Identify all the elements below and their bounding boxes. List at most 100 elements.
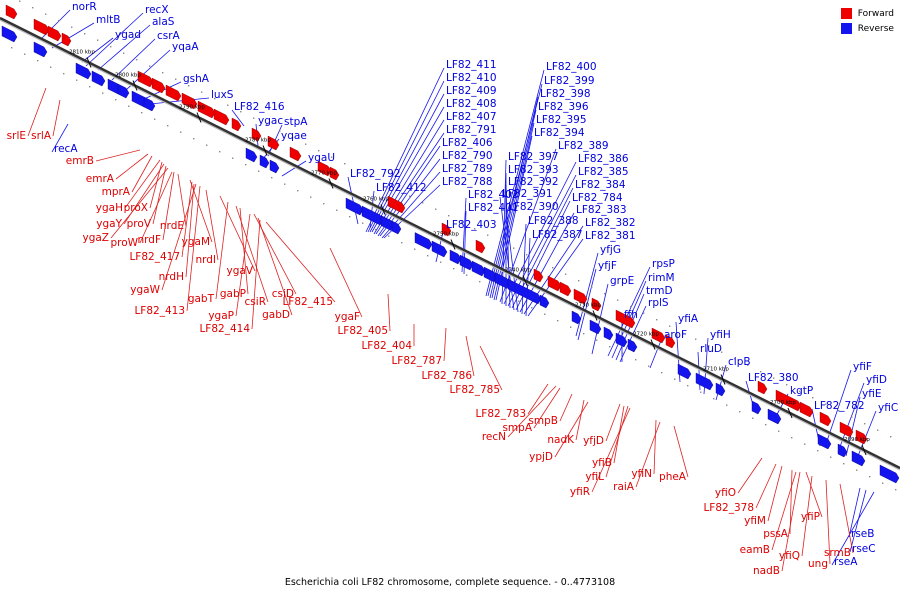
gene-label-lf82-791: LF82_791 <box>446 124 497 136</box>
minor-dot <box>604 293 606 295</box>
gene-label-yfjf: yfjF <box>598 260 617 272</box>
minor-dot <box>175 78 177 80</box>
legend-label-reverse: Reverse <box>857 23 894 34</box>
minor-dot <box>617 299 619 301</box>
minor-dot <box>609 346 611 348</box>
minor-dot <box>877 429 879 431</box>
minor-dot <box>596 339 598 341</box>
leader-line <box>825 369 852 445</box>
minor-dot <box>58 20 60 22</box>
minor-dot <box>591 286 593 288</box>
gene-label-ypjd: ypjD <box>529 451 553 463</box>
forward-gene-arrow <box>61 32 72 47</box>
leader-line <box>85 12 144 67</box>
leader-line <box>239 207 249 295</box>
minor-dot <box>422 202 424 204</box>
gene-label-lf82-383: LF82_383 <box>576 204 627 216</box>
forward-gene-arrow <box>651 327 666 344</box>
gene-label-lf82-398: LF82_398 <box>540 88 591 100</box>
gene-label-ygam: ygaM <box>182 236 210 248</box>
leader-line <box>591 407 631 493</box>
leader-line <box>507 385 557 438</box>
minor-dot <box>245 164 247 166</box>
forward-gene-arrow <box>615 309 636 329</box>
tick-label: 2790 kbp <box>179 105 205 111</box>
leader-line <box>131 155 153 193</box>
minor-dot <box>804 443 806 445</box>
gene-label-lf82-411: LF82_411 <box>446 59 497 71</box>
leader-line <box>215 201 229 300</box>
leader-line <box>110 167 169 239</box>
gene-label-lf82-413: LF82_413 <box>134 305 185 317</box>
minor-dot <box>570 326 572 328</box>
minor-dot <box>89 86 91 88</box>
leader-line <box>635 421 661 488</box>
minor-dot <box>778 430 780 432</box>
minor-dot <box>635 359 637 361</box>
minor-dot <box>786 384 788 386</box>
leader-line <box>253 213 297 295</box>
gene-label-raia: raiA <box>613 481 635 493</box>
gene-label-ygaw: ygaW <box>130 284 160 296</box>
gene-label-lf82-410: LF82_410 <box>446 72 497 84</box>
forward-swatch <box>840 8 852 19</box>
minor-dot <box>479 281 481 283</box>
gene-label-norr: norR <box>72 1 97 13</box>
leader-line <box>347 176 359 225</box>
leader-line <box>369 93 445 233</box>
minor-dot <box>492 287 494 289</box>
minor-dot <box>474 228 476 230</box>
leader-line <box>533 387 561 429</box>
gene-label-yfie: yfiE <box>862 388 881 400</box>
gene-label-rseb: rseB <box>851 528 874 540</box>
minor-dot <box>149 65 151 67</box>
reverse-gene-arrow <box>91 70 106 87</box>
gene-label-stpa: stpA <box>284 116 308 128</box>
leader-line <box>607 266 651 357</box>
leader-line <box>124 159 161 209</box>
tick-label: 2810 kbp <box>69 50 95 56</box>
leader-line <box>51 22 95 49</box>
minor-dot <box>830 456 832 458</box>
reverse-gene-arrow <box>817 433 832 450</box>
tick-label: 2740 kbp <box>505 268 531 274</box>
minor-dot <box>63 73 65 75</box>
reverse-gene-arrow <box>245 147 258 163</box>
minor-dot <box>32 7 34 9</box>
gene-label-yfio: yfiO <box>715 487 736 499</box>
minor-dot <box>331 156 333 158</box>
minor-dot <box>812 397 814 399</box>
minor-dot <box>128 105 130 107</box>
reverse-gene-arrow <box>259 154 270 169</box>
gene-label-lf82-404: LF82_404 <box>361 340 412 352</box>
leader-line <box>673 425 689 478</box>
minor-dot <box>765 424 767 426</box>
minor-dot <box>336 209 338 211</box>
gene-label-lf82-384: LF82_384 <box>575 179 626 191</box>
reverse-gene-arrow <box>589 319 602 335</box>
gene-label-lf82-416: LF82_416 <box>234 101 285 113</box>
leader-line <box>605 405 629 478</box>
reverse-gene-arrow <box>1 25 18 43</box>
minor-dot <box>123 52 125 54</box>
minor-dot <box>37 60 39 62</box>
gene-label-lf82-783: LF82_783 <box>475 408 526 420</box>
gene-label-lf82-403: LF82_403 <box>446 219 497 231</box>
tick-label: 2710 kbp <box>703 367 729 373</box>
leader-line <box>781 471 801 572</box>
gene-label-yfib: yfiB <box>592 457 612 469</box>
forward-gene-arrow <box>819 411 832 427</box>
gene-label-lf82-785: LF82_785 <box>449 384 500 396</box>
reverse-gene-arrow <box>117 83 130 99</box>
minor-dot <box>19 0 21 2</box>
minor-dot <box>505 294 507 296</box>
leader-line <box>265 221 336 303</box>
minor-dot <box>552 267 554 269</box>
gene-label-lf82-390: LF82_390 <box>508 201 559 213</box>
gene-label-yfil: yfiL <box>585 471 604 483</box>
gene-label-lf82-391: LF82_391 <box>502 188 553 200</box>
gene-label-yqae: yqae <box>281 130 307 142</box>
leader-line <box>503 161 577 305</box>
minor-dot <box>656 319 658 321</box>
